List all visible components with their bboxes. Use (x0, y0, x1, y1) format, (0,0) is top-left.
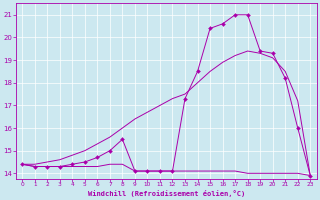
X-axis label: Windchill (Refroidissement éolien,°C): Windchill (Refroidissement éolien,°C) (88, 190, 245, 197)
